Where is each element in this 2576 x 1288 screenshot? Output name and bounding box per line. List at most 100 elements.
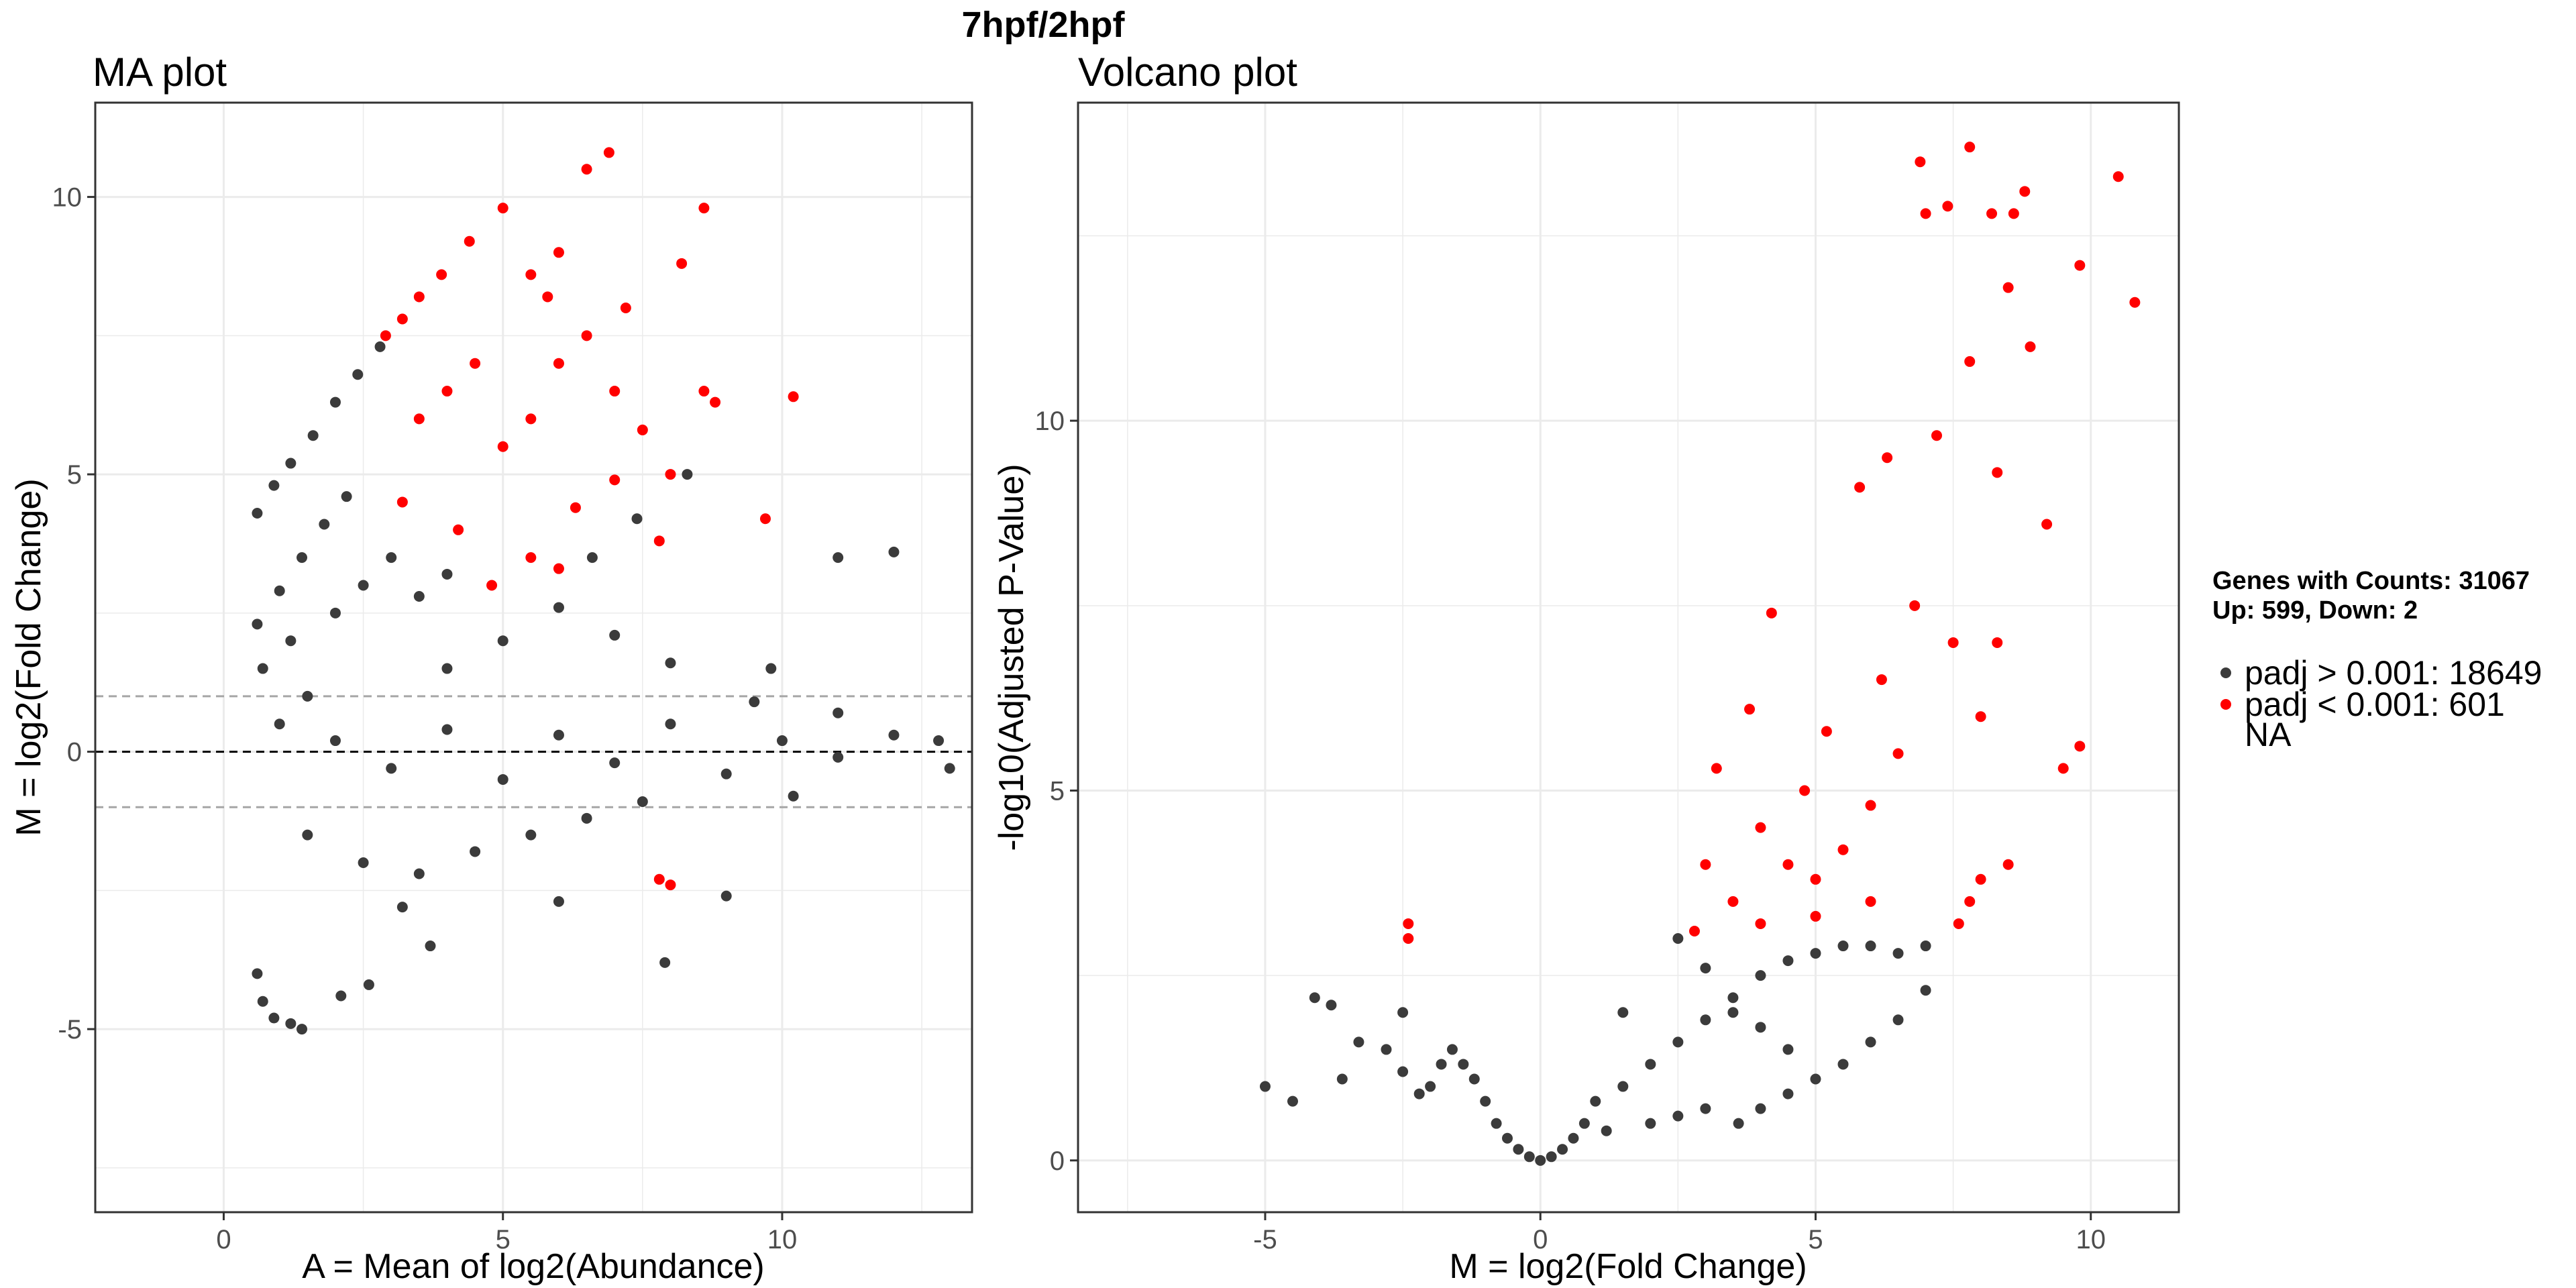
data-point-not-significant <box>586 552 598 564</box>
data-point-not-significant <box>1436 1059 1447 1070</box>
y-tick-label: 10 <box>1035 407 1065 436</box>
data-point-significant <box>581 330 592 341</box>
data-point-not-significant <box>441 568 453 580</box>
data-point-not-significant <box>285 1018 297 1029</box>
figure-title: 7hpf/2hpf <box>962 5 1126 45</box>
data-point-significant <box>1992 637 2003 648</box>
data-point-significant <box>1727 896 1739 907</box>
ma-plot-points <box>252 147 955 1035</box>
data-point-not-significant <box>1458 1059 1469 1070</box>
data-point-not-significant <box>637 796 648 808</box>
data-point-not-significant <box>1755 970 1766 981</box>
data-point-significant <box>1782 859 1794 870</box>
data-point-significant <box>1992 467 2003 478</box>
data-point-not-significant <box>682 469 693 480</box>
x-tick-label: -5 <box>1253 1225 1277 1254</box>
data-point-significant <box>1766 607 1777 619</box>
data-point-not-significant <box>944 763 955 774</box>
data-point-significant <box>413 291 425 303</box>
data-point-not-significant <box>358 857 369 868</box>
data-point-not-significant <box>319 519 330 530</box>
data-point-significant <box>2019 186 2031 197</box>
data-point-significant <box>1964 356 1976 367</box>
data-point-not-significant <box>1733 1118 1744 1129</box>
data-point-not-significant <box>888 729 900 741</box>
data-point-significant <box>2129 297 2141 308</box>
data-point-significant <box>380 330 391 341</box>
data-point-significant <box>436 269 447 280</box>
data-point-not-significant <box>1920 941 1931 952</box>
data-point-not-significant <box>1513 1144 1524 1155</box>
data-point-significant <box>1986 208 1998 219</box>
x-tick-label: 0 <box>1533 1225 1548 1254</box>
data-point-significant <box>1865 896 1876 907</box>
data-point-significant <box>542 291 553 303</box>
volcano-plot-title: Volcano plot <box>1078 50 1297 95</box>
data-point-not-significant <box>1810 1073 1821 1085</box>
data-point-significant <box>1755 918 1766 929</box>
data-point-significant <box>1909 600 1921 611</box>
data-point-significant <box>1700 859 1711 870</box>
x-tick-label: 5 <box>1808 1225 1823 1254</box>
data-point-significant <box>665 469 676 480</box>
data-point-not-significant <box>252 619 263 630</box>
data-point-not-significant <box>413 591 425 602</box>
data-point-not-significant <box>297 552 308 564</box>
volcano-plot-grid <box>1078 103 2179 1212</box>
data-point-not-significant <box>1727 1007 1739 1018</box>
ma-plot-panel-border <box>94 101 973 1214</box>
data-point-not-significant <box>609 757 621 769</box>
data-point-not-significant <box>1865 941 1876 952</box>
data-point-not-significant <box>1700 963 1711 974</box>
data-point-not-significant <box>374 341 386 352</box>
data-point-not-significant <box>525 829 537 841</box>
data-point-significant <box>2041 519 2053 530</box>
data-point-not-significant <box>1700 1103 1711 1114</box>
data-point-not-significant <box>1617 1007 1629 1018</box>
data-point-significant <box>759 513 771 525</box>
data-point-significant <box>1688 925 1700 936</box>
data-point-significant <box>497 441 508 452</box>
data-point-significant <box>2002 859 2014 870</box>
data-point-significant <box>2008 208 2019 219</box>
ma-plot-grid <box>95 103 972 1212</box>
data-point-not-significant <box>1501 1132 1513 1144</box>
x-tick-label: 5 <box>496 1225 511 1254</box>
data-point-not-significant <box>1810 948 1821 959</box>
data-point-significant <box>1711 763 1722 774</box>
data-point-significant <box>1882 452 1893 464</box>
data-point-not-significant <box>720 768 732 780</box>
data-point-not-significant <box>749 696 760 708</box>
y-tick-label: 0 <box>1050 1146 1065 1176</box>
ma-plot-y-axis-title: M = log2(Fold Change) <box>9 478 48 836</box>
data-point-significant <box>2074 260 2086 271</box>
data-point-not-significant <box>1645 1059 1656 1070</box>
data-point-not-significant <box>358 580 369 591</box>
data-point-significant <box>788 391 799 402</box>
data-point-significant <box>710 396 721 408</box>
data-point-significant <box>464 235 475 247</box>
data-point-not-significant <box>396 902 408 913</box>
data-point-not-significant <box>441 663 453 674</box>
data-point-not-significant <box>609 629 621 641</box>
data-point-not-significant <box>1727 992 1739 1004</box>
volcano-plot-x-axis-title: M = log2(Fold Change) <box>1449 1247 1807 1286</box>
data-point-significant <box>553 358 564 369</box>
data-point-significant <box>570 502 581 513</box>
data-point-not-significant <box>497 635 508 647</box>
data-point-not-significant <box>581 812 592 824</box>
data-point-not-significant <box>665 718 676 730</box>
data-point-not-significant <box>329 607 341 619</box>
legend-header-line2: Up: 599, Down: 2 <box>2212 596 2418 625</box>
data-point-not-significant <box>302 690 313 702</box>
data-point-not-significant <box>1782 1088 1794 1099</box>
data-point-not-significant <box>1700 1014 1711 1026</box>
data-point-not-significant <box>1672 1036 1684 1048</box>
data-point-not-significant <box>285 635 297 647</box>
data-point-significant <box>396 496 408 508</box>
legend: Genes with Counts: 31067 Up: 599, Down: … <box>2212 567 2542 753</box>
data-point-not-significant <box>257 663 268 674</box>
legend-label-significant: padj < 0.001: 601 <box>2245 686 2505 723</box>
data-point-not-significant <box>1892 1014 1904 1026</box>
